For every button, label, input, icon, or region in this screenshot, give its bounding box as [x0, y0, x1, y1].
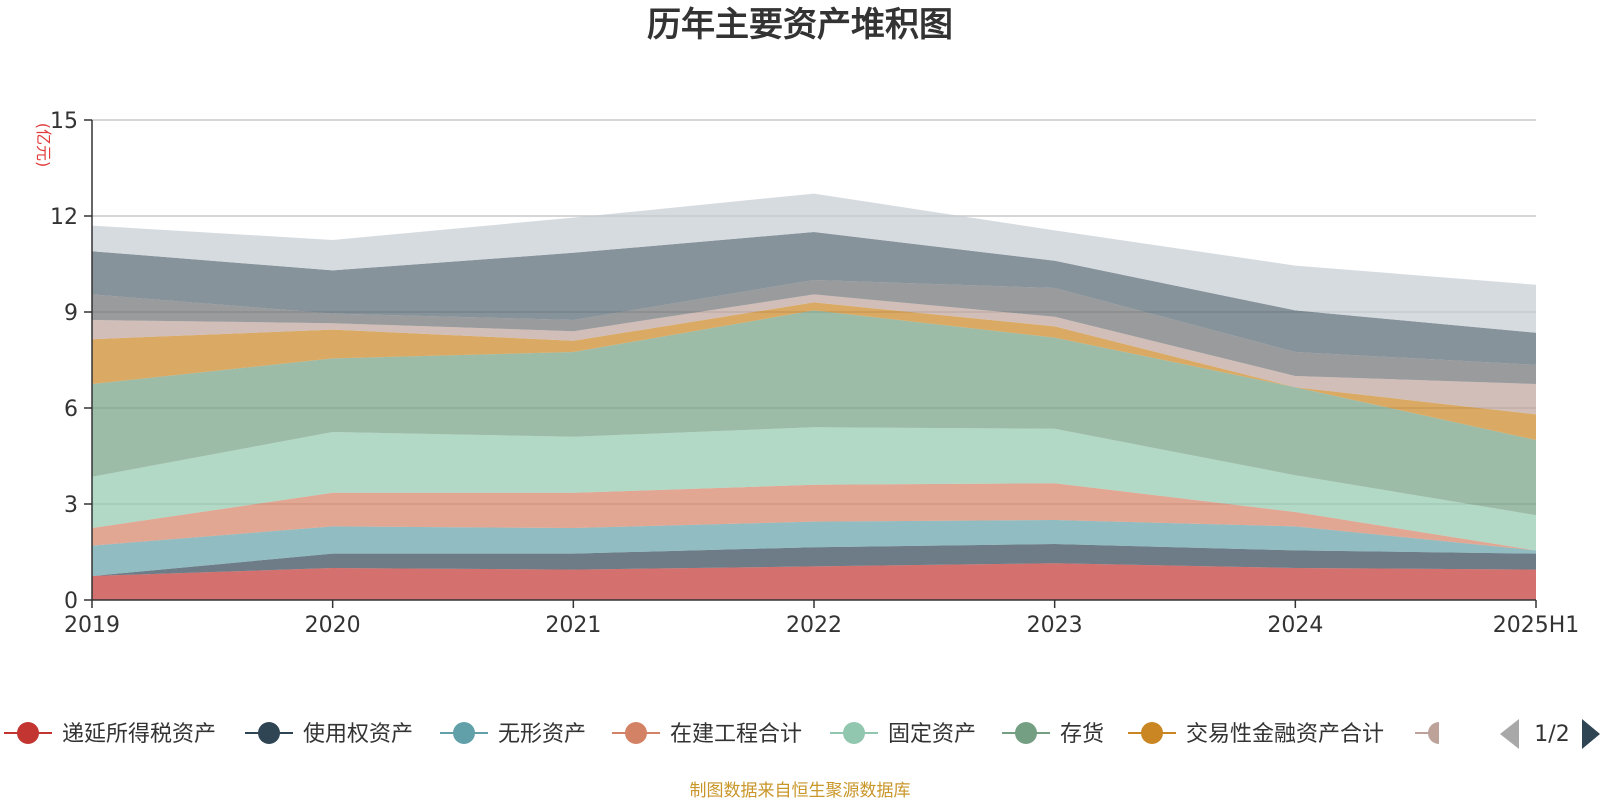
legend-item-partial[interactable] [1415, 722, 1439, 744]
x-tick-label: 2023 [1027, 613, 1083, 638]
legend-circle-icon [1141, 722, 1163, 744]
legend-circle-icon [258, 722, 280, 744]
legend-circle-icon [843, 722, 865, 744]
legend-label: 递延所得税资产 [62, 722, 216, 747]
legend-item[interactable]: 递延所得税资产 [4, 722, 216, 747]
axis-layer: 0 3 6 9 12 15 2019 2020 2021 2022 2023 2024 2025H1 [50, 109, 1579, 638]
y-tick-label: 6 [64, 397, 78, 422]
legend-label: 固定资产 [888, 722, 976, 747]
legend-pager: 1/2 [1500, 719, 1600, 749]
prev-page-arrow-icon[interactable] [1500, 719, 1519, 749]
legend-circle-icon [453, 722, 475, 744]
legend-label: 存货 [1060, 722, 1104, 747]
legend-circle-icon [625, 722, 647, 744]
legend-item[interactable]: 无形资产 [440, 722, 586, 747]
area-series-5 [92, 427, 1536, 551]
area-series-1 [92, 563, 1536, 600]
legend-label: 交易性金融资产合计 [1186, 722, 1384, 747]
x-tick-label: 2025H1 [1493, 613, 1580, 638]
x-tick-label: 2022 [786, 613, 842, 638]
area-series-10 [92, 232, 1536, 365]
area-series-11 [92, 193, 1536, 333]
area-series-4 [92, 483, 1536, 551]
area-series-3 [92, 520, 1536, 576]
legend: 递延所得税资产 使用权资产 无形资产 在建工程合计 固定资产 存货 交易性金融资产合计 1/2 [4, 719, 1600, 749]
legend-item[interactable]: 存货 [1002, 722, 1104, 747]
x-tick-label: 2019 [64, 613, 120, 638]
x-tick-label: 2020 [305, 613, 361, 638]
legend-item[interactable]: 交易性金融资产合计 [1128, 722, 1384, 747]
source-note: 制图数据来自恒生聚源数据库 [690, 781, 911, 800]
area-series-9 [92, 280, 1536, 384]
legend-circle-icon [1428, 722, 1439, 744]
x-tick-label: 2021 [545, 613, 601, 638]
area-series-7 [92, 302, 1536, 440]
y-tick-label: 3 [64, 493, 78, 518]
y-axis-unit: (亿元) [34, 123, 53, 168]
y-tick-label: 9 [64, 301, 78, 326]
legend-item[interactable]: 在建工程合计 [612, 722, 802, 747]
legend-page-indicator: 1/2 [1534, 722, 1569, 747]
area-layer [92, 193, 1536, 600]
next-page-arrow-icon[interactable] [1582, 719, 1600, 749]
area-series-6 [92, 310, 1536, 516]
legend-circle-icon [1015, 722, 1037, 744]
y-tick-label: 15 [50, 109, 78, 134]
legend-label: 使用权资产 [303, 722, 413, 747]
y-tick-label: 0 [64, 589, 78, 614]
legend-label: 无形资产 [498, 722, 586, 747]
legend-circle-icon [17, 722, 39, 744]
chart-title: 历年主要资产堆积图 [647, 5, 953, 45]
legend-label: 在建工程合计 [670, 722, 802, 747]
area-series-2 [92, 544, 1536, 576]
legend-item[interactable]: 固定资产 [830, 722, 976, 747]
y-tick-label: 12 [50, 205, 78, 230]
legend-item[interactable]: 使用权资产 [245, 722, 413, 747]
x-tick-label: 2024 [1267, 613, 1323, 638]
